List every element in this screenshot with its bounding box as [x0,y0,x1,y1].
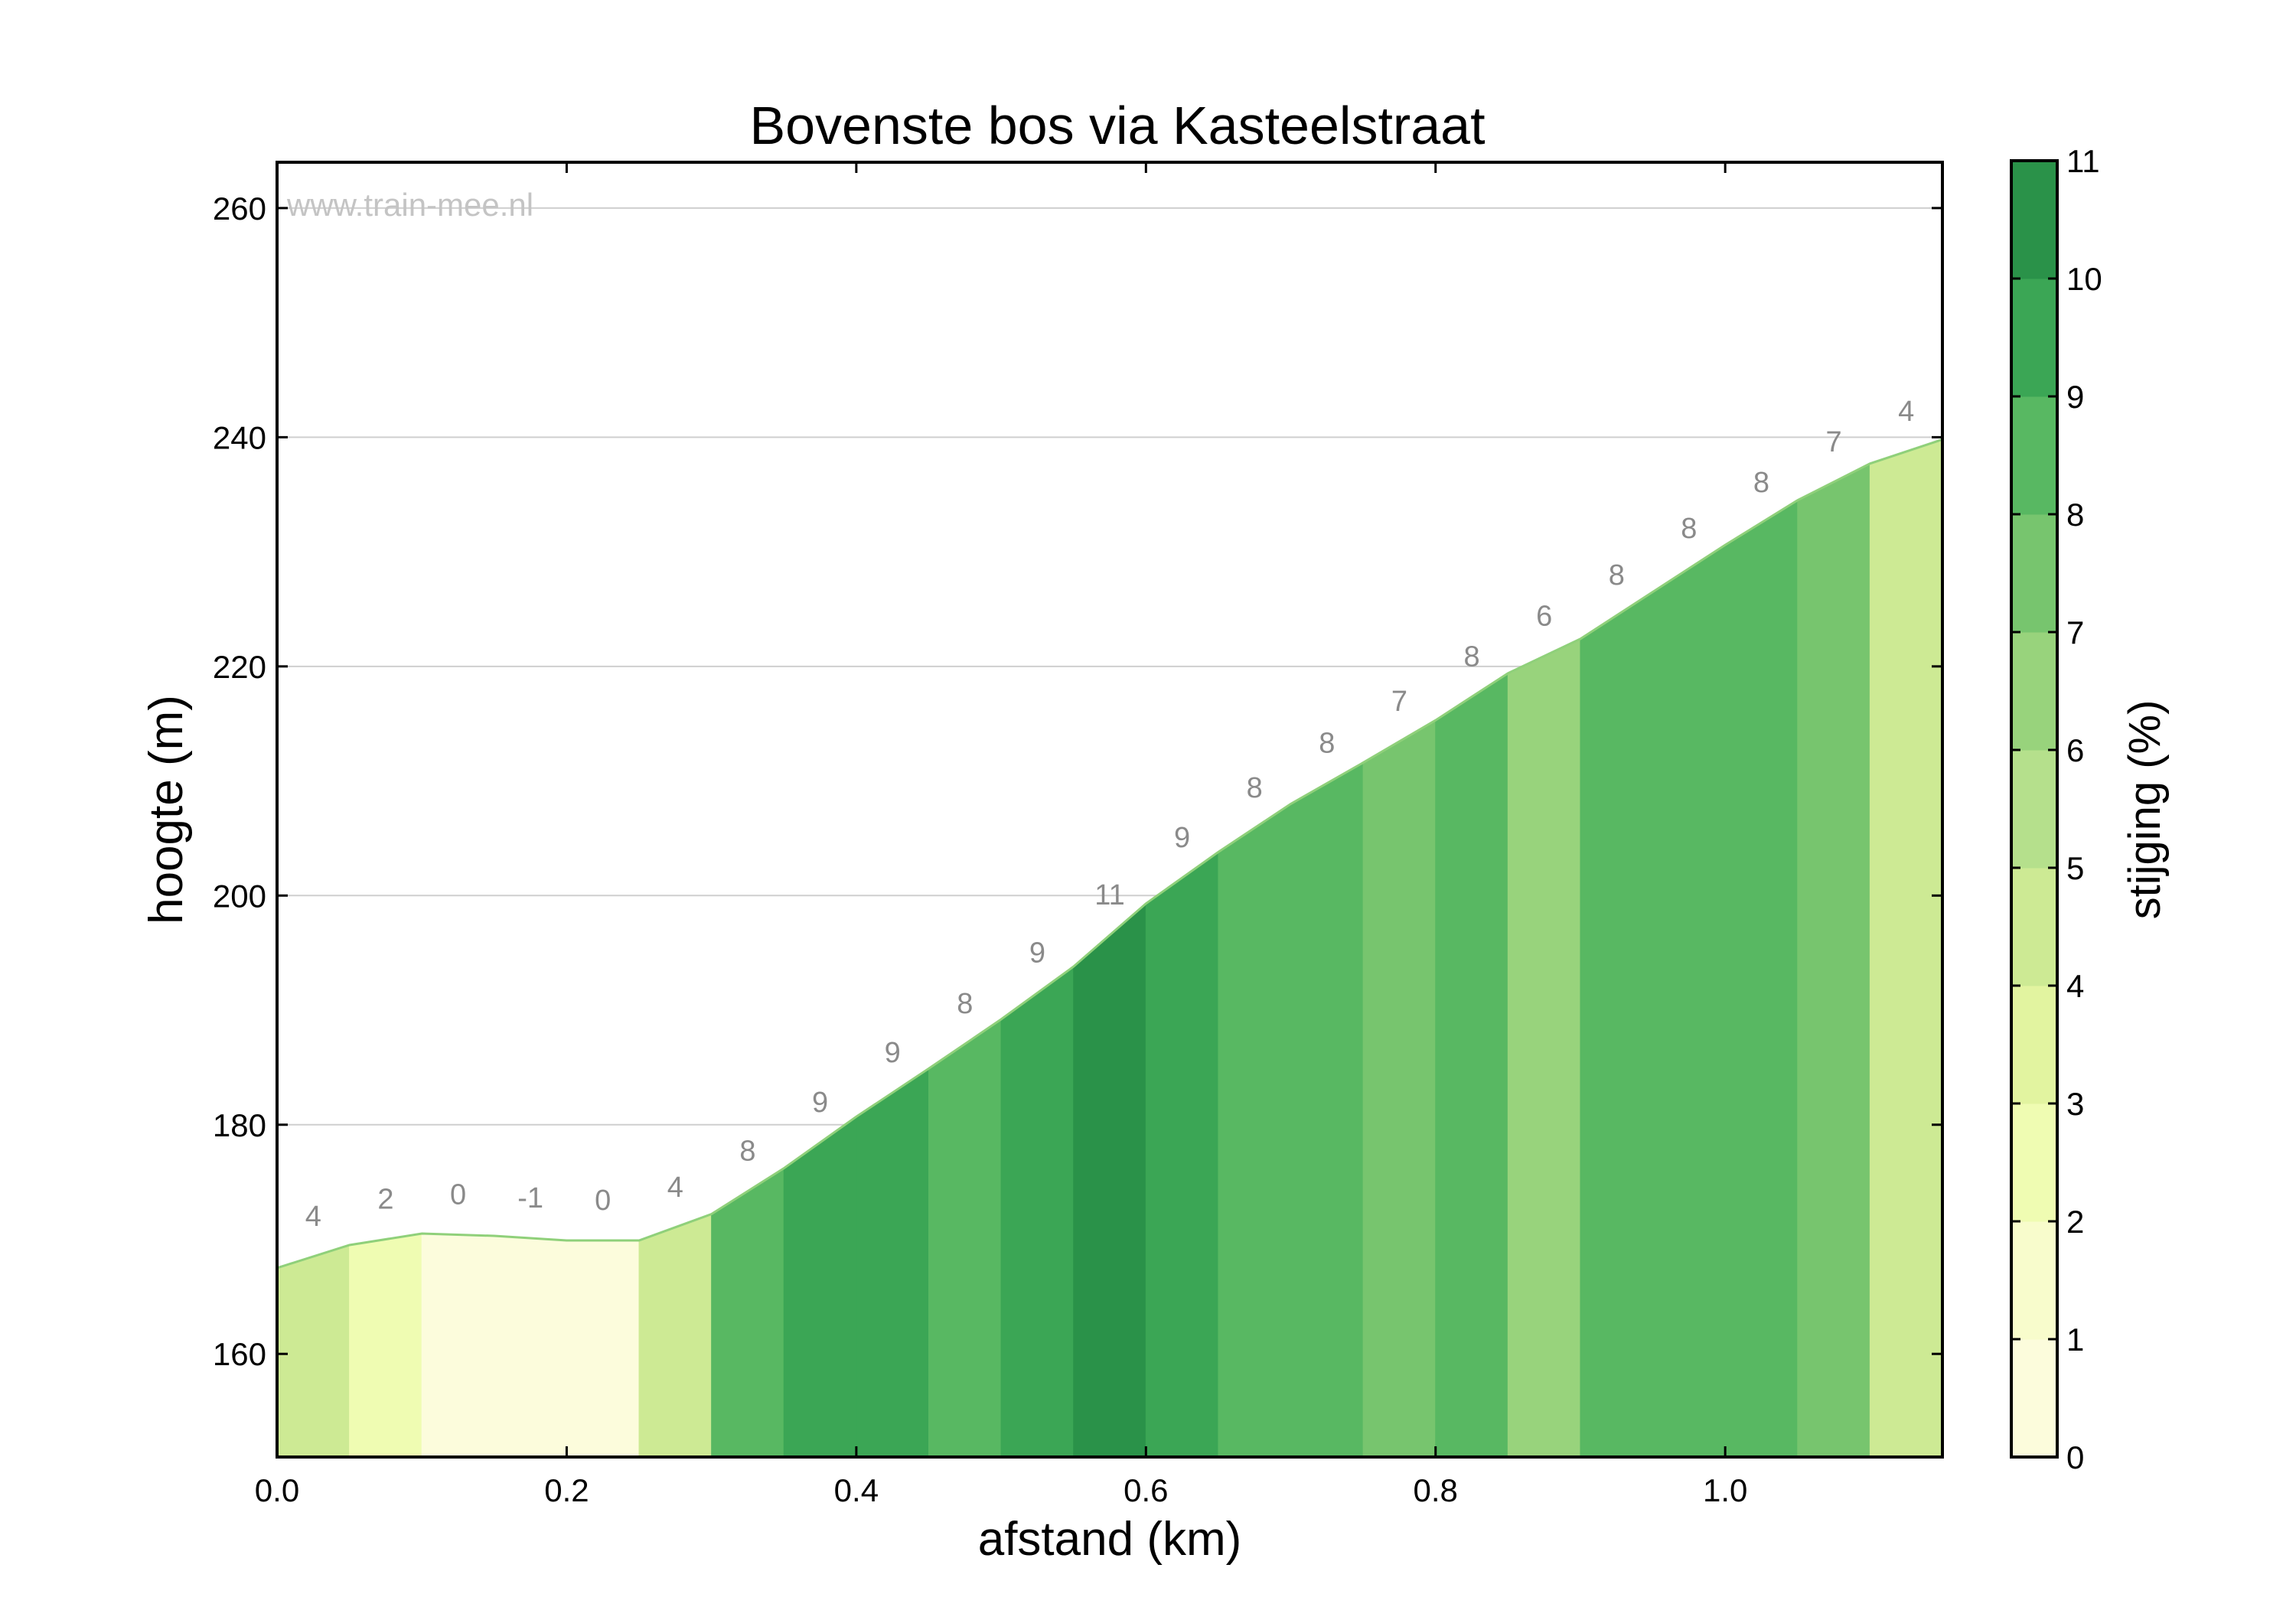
grade-label-19: 8 [1681,513,1697,545]
colorbar-swatch-9 [2011,279,2057,397]
grade-label-14: 8 [1319,728,1335,760]
segment-22 [1869,438,1943,1458]
x-axis: 0.0 0.2 0.4 0.6 0.8 1.0 [255,162,1747,1508]
grade-label-10: 9 [1029,937,1045,970]
colorbar-tick-label-2: 2 [2066,1204,2084,1240]
colorbar-tick-label-8: 8 [2066,497,2084,533]
segment-10 [1000,966,1075,1458]
segment-19 [1652,544,1726,1458]
colorbar-tick-label-0: 0 [2066,1439,2084,1475]
colorbar-tick-label-11: 11 [2066,143,2100,179]
y-tick-label-240: 240 [213,419,266,455]
colorbar: 0 1 2 3 4 5 6 7 8 9 10 11 [2010,143,2102,1475]
y-tick-label-180: 180 [213,1107,266,1143]
colorbar-tick-label-4: 4 [2066,968,2084,1004]
colorbar-tick-label-9: 9 [2066,379,2084,415]
grade-label-13: 8 [1247,772,1263,804]
segment-13 [1218,803,1292,1458]
colorbar-swatch-3 [2011,986,2057,1104]
segment-8 [856,1068,929,1458]
y-tick-label-260: 260 [213,191,266,227]
segment-9 [928,1019,1002,1458]
grade-label-6: 8 [739,1136,755,1168]
grade-label-22: 4 [1898,396,1914,428]
grade-label-11: 11 [1094,879,1124,911]
colorbar-swatch-6 [2011,632,2057,751]
grade-label-2: 0 [450,1179,466,1211]
grade-label-21: 7 [1826,426,1842,458]
watermark: www.train-mee.nl [286,187,533,223]
grade-label-5: 4 [667,1172,683,1204]
segment-3 [494,1235,567,1458]
grade-label-16: 8 [1463,641,1479,673]
y-tick-label-160: 160 [213,1336,266,1372]
colorbar-label: stijging (%) [2120,700,2170,920]
colorbar-frame [2010,159,2059,1459]
grade-label-8: 9 [885,1037,901,1069]
x-axis-label: afstand (km) [978,1513,1242,1566]
x-tick-label-0.8: 0.8 [1414,1472,1458,1508]
grade-label-4: 0 [595,1185,611,1217]
segment-7 [783,1116,857,1458]
y-axis-label: hoogte (m) [140,695,193,924]
grade-label-12: 9 [1174,822,1190,854]
grade-label-3: -1 [517,1182,543,1214]
segment-4 [566,1240,640,1458]
colorbar-tick-label-3: 3 [2066,1086,2084,1122]
grade-label-15: 7 [1391,686,1407,718]
segment-5 [638,1213,713,1458]
grade-labels: 4 2 0 -1 0 4 8 9 9 8 9 11 9 8 8 7 8 6 8 8 8 7 4 [305,396,1915,1233]
segment-1 [349,1233,422,1458]
segment-21 [1797,462,1870,1458]
y-tick-label-220: 220 [213,649,266,685]
segment-2 [421,1233,495,1458]
colorbar-swatch-5 [2011,750,2057,869]
colorbar-tick-label-6: 6 [2066,732,2084,768]
segment-20 [1724,499,1799,1458]
grade-label-20: 8 [1753,467,1769,499]
segment-0 [276,1244,351,1458]
segment-14 [1290,761,1364,1458]
colorbar-swatch-1 [2011,1221,2057,1340]
colorbar-tick-label-1: 1 [2066,1322,2084,1358]
gradient-segments [276,438,1943,1458]
colorbar-swatch-2 [2011,1103,2057,1222]
grade-label-7: 9 [812,1087,828,1119]
x-tick-label-0.0: 0.0 [255,1472,299,1508]
colorbar-tick-label-10: 10 [2066,261,2102,297]
grade-label-0: 4 [305,1201,321,1233]
segment-17 [1507,638,1581,1458]
x-tick-label-0.2: 0.2 [544,1472,589,1508]
colorbar-tick-label-5: 5 [2066,850,2084,886]
colorbar-swatch-8 [2011,396,2057,515]
x-tick-label-0.4: 0.4 [834,1472,879,1508]
chart-title: Bovenste bos via Kasteelstraat [749,96,1485,155]
segment-6 [711,1167,784,1458]
colorbar-swatch-7 [2011,514,2057,633]
segment-12 [1145,851,1219,1458]
colorbar-swatch-0 [2011,1339,2057,1458]
elevation-line [276,438,1943,1270]
segment-15 [1362,719,1437,1458]
segment-18 [1580,591,1654,1458]
plot-area: 4 2 0 -1 0 4 8 9 9 8 9 11 9 8 8 7 8 6 8 8 8 7 4 www.train-mee.… [213,161,1944,1508]
x-tick-label-1.0: 1.0 [1703,1472,1747,1508]
grade-label-18: 8 [1609,559,1625,592]
grade-label-1: 2 [377,1184,393,1216]
grade-label-9: 8 [957,988,973,1020]
colorbar-swatch-4 [2011,868,2057,986]
segment-16 [1435,672,1508,1458]
plot-frame [276,161,1944,1459]
colorbar-swatch-10 [2011,161,2057,279]
grade-label-17: 6 [1536,600,1552,632]
segment-11 [1073,902,1146,1458]
x-tick-label-0.6: 0.6 [1124,1472,1168,1508]
y-tick-label-200: 200 [213,878,266,914]
colorbar-tick-label-7: 7 [2066,614,2084,650]
